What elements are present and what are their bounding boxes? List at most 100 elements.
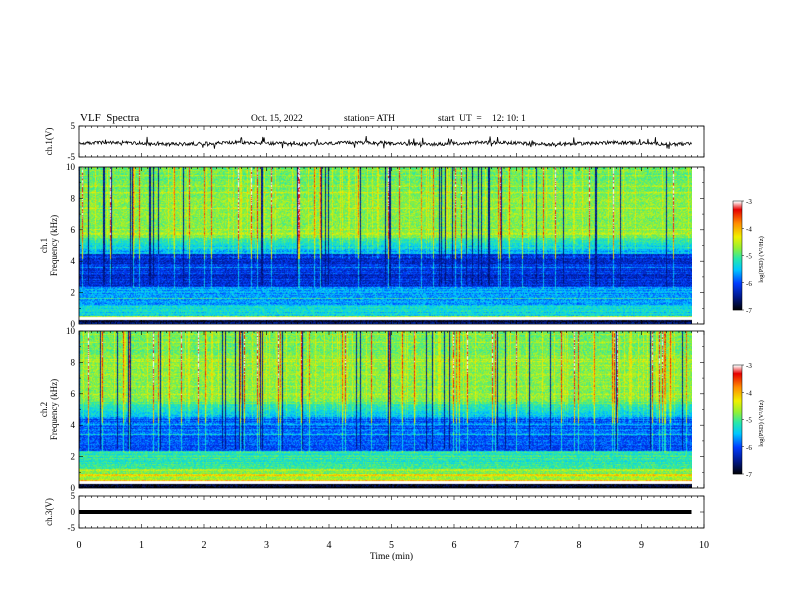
ch1-colorbar-swatch	[733, 284, 742, 286]
ch2-colorbar-swatch	[733, 398, 742, 400]
ch2-colorbar-swatch	[733, 438, 742, 440]
ch1-colorbar-swatch	[733, 271, 742, 273]
ch1-colorbar-swatch	[733, 220, 742, 222]
x-tick-label: 4	[327, 540, 332, 551]
y-tick-label: -5	[68, 152, 76, 162]
ch2-colorbar-swatch	[733, 399, 742, 401]
ch2-colorbar-swatch	[733, 390, 742, 392]
ch2-colorbar-swatch	[733, 369, 742, 371]
ch2-colorbar-swatch	[733, 406, 742, 408]
ch1-colorbar-swatch	[733, 232, 742, 234]
ch2-colorbar-tick-label: -7	[746, 471, 752, 479]
ch2-colorbar-swatch	[733, 404, 742, 406]
ch1-colorbar-label: log(PSD) (V²/Hz)	[758, 236, 765, 283]
ch1-colorbar-swatch	[733, 286, 742, 288]
ch1-colorbar-swatch	[733, 250, 742, 252]
ch2-colorbar-swatch	[733, 462, 742, 464]
ch2-colorbar-swatch	[733, 397, 742, 399]
ch1-colorbar-swatch	[733, 259, 742, 261]
ch2-colorbar-swatch	[733, 414, 742, 416]
ch1-colorbar-swatch	[733, 218, 742, 220]
ch1-colorbar-swatch	[733, 302, 742, 304]
x-tick-label: 7	[514, 540, 519, 551]
ch2-colorbar-swatch	[733, 394, 742, 396]
ch1-colorbar-swatch	[733, 209, 742, 211]
ch2-colorbar-swatch	[733, 441, 742, 443]
y-tick-label: 5	[71, 121, 76, 131]
y-tick-label: 6	[71, 389, 76, 399]
ch1-colorbar-swatch	[733, 293, 742, 295]
ch1-colorbar-swatch	[733, 214, 742, 216]
x-tick-label: 5	[389, 540, 394, 551]
ch1-colorbar-swatch	[733, 234, 742, 236]
ch2-colorbar-swatch	[733, 384, 742, 386]
x-tick-label: 8	[577, 540, 582, 551]
y-tick-label: 0	[71, 507, 76, 517]
y-tick-label: 0	[71, 319, 76, 329]
ch2-colorbar-swatch	[733, 417, 742, 419]
ch2-colorbar-swatch	[733, 367, 742, 369]
ch2-colorbar-swatch	[733, 425, 742, 427]
ch1-colorbar-swatch	[733, 251, 742, 253]
ch2-colorbar-swatch	[733, 415, 742, 417]
ch2-colorbar-swatch	[733, 455, 742, 457]
ch2-colorbar-swatch	[733, 446, 742, 448]
ch2-colorbar-swatch	[733, 388, 742, 390]
ch2-colorbar-swatch	[733, 412, 742, 414]
ch1-colorbar-swatch	[733, 297, 742, 299]
ch2-colorbar-swatch	[733, 422, 742, 424]
ch1-colorbar-swatch	[733, 275, 742, 277]
y-tick-label: 0	[71, 483, 76, 493]
ch2-colorbar-swatch	[733, 473, 742, 475]
ch2-colorbar-swatch	[733, 375, 742, 377]
y-tick-label: 4	[71, 420, 76, 430]
ch1-colorbar-swatch	[733, 204, 742, 206]
ch1-colorbar-swatch	[733, 289, 742, 291]
ch1-colorbar-swatch	[733, 248, 742, 250]
y-tick-label: 2	[71, 452, 76, 462]
ch2-colorbar-swatch	[733, 440, 742, 442]
ch1-spec-ylabel: Frequency (kHz)	[49, 215, 59, 276]
ch2-colorbar-swatch	[733, 366, 742, 368]
y-tick-label: 8	[71, 193, 76, 203]
ch1-colorbar-swatch	[733, 303, 742, 305]
ch2-colorbar-tick-label: -3	[746, 362, 752, 370]
ch2-colorbar-swatch	[733, 471, 742, 473]
ch2-colorbar-swatch	[733, 411, 742, 413]
ch1-colorbar-swatch	[733, 224, 742, 226]
ch2-colorbar-swatch	[733, 376, 742, 378]
ch1-colorbar-swatch	[733, 228, 742, 230]
ch1-colorbar-swatch	[733, 227, 742, 229]
ch2-colorbar-swatch	[733, 385, 742, 387]
ch2-colorbar-swatch	[733, 401, 742, 403]
ch2-colorbar-swatch	[733, 469, 742, 471]
ch1-colorbar-swatch	[733, 210, 742, 212]
ch1-colorbar-swatch	[733, 270, 742, 272]
ch2-colorbar-swatch	[733, 377, 742, 379]
ch1-colorbar-swatch	[733, 272, 742, 274]
ch2-colorbar-swatch	[733, 430, 742, 432]
ch1-colorbar-swatch	[733, 262, 742, 264]
ch2-colorbar-tick-label: -6	[746, 444, 752, 452]
ch1-colorbar-swatch	[733, 239, 742, 241]
ch1-colorbar-swatch	[733, 305, 742, 307]
ch1-colorbar-tick-label: -7	[746, 307, 752, 315]
ch1-colorbar-swatch	[733, 280, 742, 282]
ch1-ylabel: ch.1(V)	[44, 128, 54, 156]
ch1-colorbar-swatch	[733, 255, 742, 257]
y-tick-label: 6	[71, 225, 76, 235]
ch2-colorbar-swatch	[733, 454, 742, 456]
ch1-colorbar-swatch	[733, 294, 742, 296]
ch1-colorbar-swatch	[733, 300, 742, 302]
ch2-colorbar-swatch	[733, 465, 742, 467]
ch1-colorbar-swatch	[733, 246, 742, 248]
ch1-colorbar-swatch	[733, 290, 742, 292]
ch1-colorbar-swatch	[733, 206, 742, 208]
ch2-colorbar-swatch	[733, 413, 742, 415]
ch1-colorbar-swatch	[733, 291, 742, 293]
ch2-colorbar-swatch	[733, 378, 742, 380]
ch2-colorbar-swatch	[733, 459, 742, 461]
ch2-colorbar-swatch	[733, 387, 742, 389]
ch1-colorbar-swatch	[733, 203, 742, 205]
